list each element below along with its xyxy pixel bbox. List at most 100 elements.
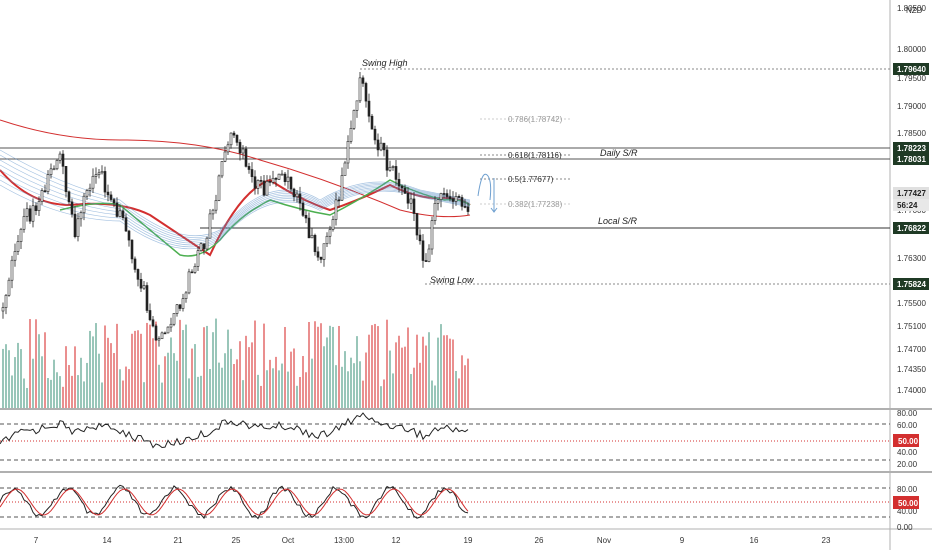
candlesticks[interactable] <box>1 72 470 347</box>
candle-body[interactable] <box>109 194 113 200</box>
projection-arrow-down[interactable] <box>490 178 498 213</box>
candle-body[interactable] <box>394 166 398 180</box>
candle-body[interactable] <box>241 148 245 154</box>
candle-body[interactable] <box>151 319 155 327</box>
candle-body[interactable] <box>289 176 293 190</box>
candle-body[interactable] <box>199 243 203 251</box>
candle-body[interactable] <box>313 234 317 253</box>
candle-body[interactable] <box>142 285 146 289</box>
candle-body[interactable] <box>424 260 428 262</box>
candle-body[interactable] <box>31 205 35 222</box>
candle-body[interactable] <box>226 144 230 153</box>
candle-body[interactable] <box>427 248 431 262</box>
candle-body[interactable] <box>85 190 89 197</box>
candle-body[interactable] <box>316 251 320 258</box>
candle-body[interactable] <box>247 166 251 170</box>
candle-body[interactable] <box>400 185 404 189</box>
candle-body[interactable] <box>148 310 152 321</box>
candle-body[interactable] <box>373 128 377 141</box>
candle-body[interactable] <box>451 198 455 202</box>
candle-body[interactable] <box>1 307 5 312</box>
candle-body[interactable] <box>166 326 170 334</box>
candle-body[interactable] <box>355 100 359 111</box>
candle-body[interactable] <box>304 215 308 219</box>
candle-body[interactable] <box>280 173 284 176</box>
candle-body[interactable] <box>361 77 365 84</box>
candle-body[interactable] <box>217 175 221 201</box>
candle-body[interactable] <box>283 173 287 182</box>
candle-body[interactable] <box>334 199 338 220</box>
candle-body[interactable] <box>286 176 290 182</box>
candle-body[interactable] <box>70 201 74 215</box>
candle-body[interactable] <box>145 285 149 311</box>
candle-body[interactable] <box>328 229 332 237</box>
candle-body[interactable] <box>94 174 98 177</box>
candle-body[interactable] <box>49 168 53 175</box>
candle-body[interactable] <box>382 142 386 151</box>
candle-body[interactable] <box>10 259 14 281</box>
stoch-d-line[interactable] <box>0 488 469 516</box>
candle-body[interactable] <box>244 148 248 167</box>
candle-body[interactable] <box>439 193 443 200</box>
candle-body[interactable] <box>418 234 422 242</box>
candle-body[interactable] <box>187 271 191 294</box>
candle-body[interactable] <box>172 313 176 325</box>
rsi-line[interactable] <box>0 412 469 449</box>
candle-body[interactable] <box>106 191 110 196</box>
candle-body[interactable] <box>292 188 296 198</box>
candle-body[interactable] <box>7 279 11 296</box>
candle-body[interactable] <box>223 151 227 162</box>
candle-body[interactable] <box>169 323 173 328</box>
candle-body[interactable] <box>43 190 47 192</box>
candle-body[interactable] <box>205 237 209 250</box>
candle-body[interactable] <box>202 243 206 250</box>
candle-body[interactable] <box>118 210 122 217</box>
candle-body[interactable] <box>460 197 464 207</box>
candle-body[interactable] <box>25 208 29 217</box>
candle-body[interactable] <box>298 193 302 204</box>
candle-body[interactable] <box>343 162 347 176</box>
candle-body[interactable] <box>220 161 224 177</box>
candle-body[interactable] <box>319 256 323 260</box>
candle-body[interactable] <box>454 196 458 202</box>
candle-body[interactable] <box>154 325 158 341</box>
candle-body[interactable] <box>397 179 401 187</box>
candle-body[interactable] <box>76 218 80 238</box>
candle-body[interactable] <box>115 202 119 217</box>
candle-body[interactable] <box>34 205 38 211</box>
candle-body[interactable] <box>388 166 392 171</box>
candle-body[interactable] <box>331 219 335 230</box>
candle-body[interactable] <box>253 176 257 189</box>
candle-body[interactable] <box>412 198 416 214</box>
candle-body[interactable] <box>61 153 65 167</box>
candle-body[interactable] <box>466 206 470 212</box>
candle-body[interactable] <box>463 206 467 208</box>
candle-body[interactable] <box>91 175 95 189</box>
candle-body[interactable] <box>163 332 167 335</box>
candle-body[interactable] <box>16 241 20 252</box>
candle-body[interactable] <box>208 213 212 239</box>
candle-body[interactable] <box>139 279 143 289</box>
candle-body[interactable] <box>421 240 425 261</box>
candle-body[interactable] <box>160 332 164 340</box>
candle-body[interactable] <box>73 213 77 238</box>
candle-body[interactable] <box>379 142 383 151</box>
candle-body[interactable] <box>79 212 83 220</box>
candle-body[interactable] <box>136 269 140 280</box>
candle-body[interactable] <box>124 217 128 232</box>
candle-body[interactable] <box>268 181 272 183</box>
candle-body[interactable] <box>358 77 362 102</box>
candle-body[interactable] <box>55 159 59 170</box>
projection-arrow-up[interactable] <box>477 173 492 201</box>
candle-body[interactable] <box>391 166 395 168</box>
candle-body[interactable] <box>352 110 356 129</box>
candle-body[interactable] <box>340 175 344 201</box>
candle-body[interactable] <box>130 239 134 260</box>
candle-body[interactable] <box>37 201 41 211</box>
candle-body[interactable] <box>310 234 314 239</box>
candle-body[interactable] <box>82 195 86 214</box>
candle-body[interactable] <box>64 166 68 193</box>
candle-body[interactable] <box>442 193 446 195</box>
candle-body[interactable] <box>157 338 161 341</box>
